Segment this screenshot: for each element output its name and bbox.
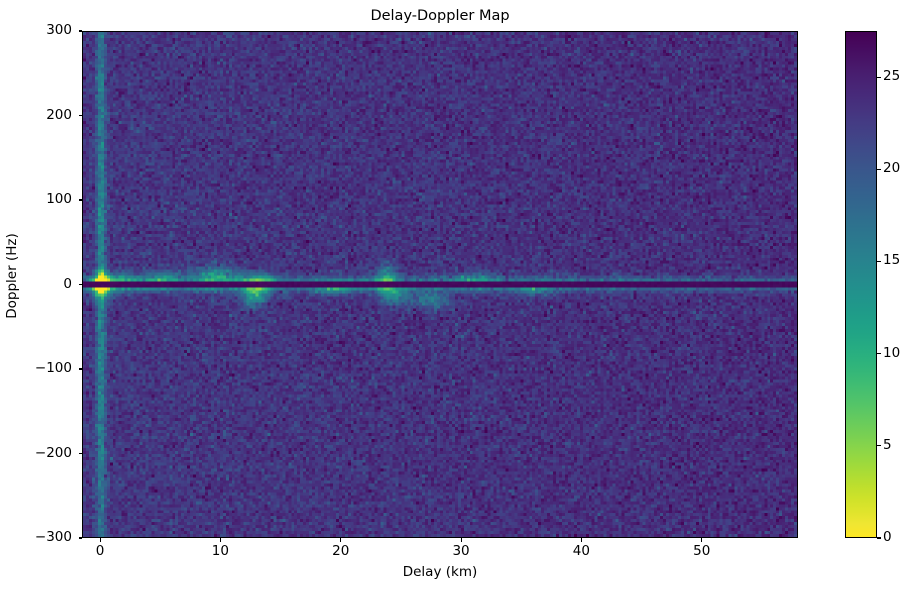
y-tick-label: 0 xyxy=(63,275,72,292)
colorbar-tick-mark xyxy=(877,76,881,78)
page-title: Delay-Doppler Map xyxy=(370,8,510,24)
x-axis-title: Delay (km) xyxy=(402,564,478,580)
y-tick-mark xyxy=(78,30,82,32)
y-tick-mark xyxy=(78,452,82,455)
colorbar-tick-mark xyxy=(877,353,881,355)
colorbar-tick-mark xyxy=(877,445,881,447)
y-tick-label: −100 xyxy=(34,360,72,376)
colorbar-tick-label: 0 xyxy=(883,529,892,545)
x-tick-label: 40 xyxy=(572,543,590,559)
colorbar-tick-label: 25 xyxy=(883,68,901,85)
delay-doppler-heatmap-axes[interactable] xyxy=(82,31,798,538)
colorbar-tick-label: 5 xyxy=(883,436,892,453)
y-tick-label: 300 xyxy=(46,22,72,38)
colorbar-tick-mark xyxy=(877,260,881,262)
y-tick-mark xyxy=(78,283,82,286)
colorbar-tick-mark xyxy=(877,168,881,170)
y-tick-label: 200 xyxy=(46,106,72,123)
x-tick-mark xyxy=(701,538,703,542)
colorbar-tick-label: 10 xyxy=(883,344,901,361)
x-tick-mark xyxy=(340,538,342,542)
y-tick-mark xyxy=(78,199,82,201)
colorbar[interactable] xyxy=(845,31,877,538)
x-tick-mark xyxy=(219,538,221,542)
colorbar-tick-label: 15 xyxy=(883,252,901,269)
x-tick-mark xyxy=(460,538,462,542)
y-axis-title: Doppler (Hz) xyxy=(4,233,20,319)
x-tick-label: 20 xyxy=(332,543,350,559)
x-tick-label: 0 xyxy=(95,543,105,559)
x-tick-label: 50 xyxy=(693,543,711,559)
x-tick-mark xyxy=(99,538,101,542)
heatmap-image xyxy=(83,32,797,537)
y-tick-label: −200 xyxy=(34,444,72,461)
x-tick-label: 10 xyxy=(211,543,229,559)
x-tick-mark xyxy=(580,538,582,542)
y-tick-label: −300 xyxy=(34,529,72,545)
colorbar-gradient xyxy=(846,32,876,537)
y-tick-label: 100 xyxy=(46,191,72,207)
y-tick-mark xyxy=(78,114,82,117)
y-tick-mark xyxy=(78,537,82,539)
colorbar-tick-mark xyxy=(877,537,881,539)
x-tick-label: 30 xyxy=(452,543,470,559)
colorbar-tick-label: 20 xyxy=(883,160,901,177)
y-tick-mark xyxy=(78,368,82,370)
